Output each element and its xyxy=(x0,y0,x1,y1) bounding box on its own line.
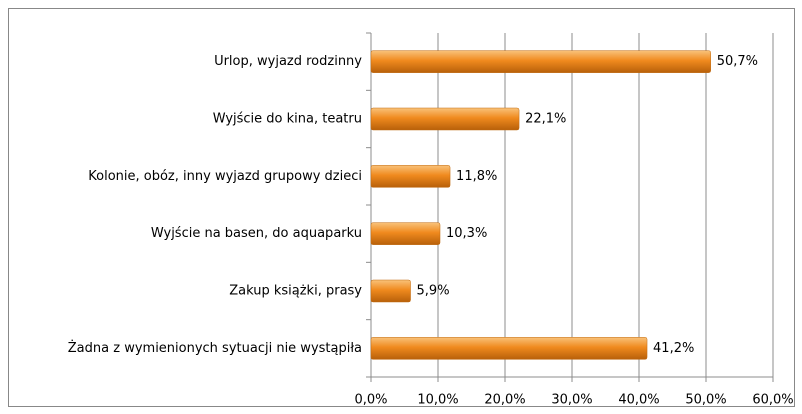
bar xyxy=(370,165,451,188)
x-tick-label: 10,0% xyxy=(417,393,458,408)
bar xyxy=(370,107,520,131)
bar xyxy=(370,222,441,245)
category-label: Urlop, wyjazd rodzinny xyxy=(214,54,362,69)
value-label: 50,7% xyxy=(717,54,758,69)
x-tick-label: 20,0% xyxy=(484,393,525,408)
value-label: 41,2% xyxy=(653,341,694,356)
value-label: 10,3% xyxy=(446,226,487,241)
category-label: Zakup książki, prasy xyxy=(229,284,362,299)
bar xyxy=(370,279,411,303)
bar xyxy=(370,337,648,360)
category-label: Kolonie, obóz, inny wyjazd grupowy dziec… xyxy=(88,169,362,184)
x-tick-label: 40,0% xyxy=(618,393,659,408)
value-label: 11,8% xyxy=(456,169,497,184)
category-label: Wyjście na basen, do aquaparku xyxy=(151,226,362,241)
value-label: 5,9% xyxy=(417,284,450,299)
x-tick-label: 0,0% xyxy=(354,393,387,408)
x-tick-label: 60,0% xyxy=(752,393,793,408)
bar xyxy=(370,50,711,73)
category-label: Wyjście do kina, teatru xyxy=(213,112,362,127)
value-label: 22,1% xyxy=(525,112,566,127)
category-label: Żadna z wymienionych sytuacji nie wystąp… xyxy=(68,340,362,356)
x-tick-label: 30,0% xyxy=(551,393,592,408)
x-tick-label: 50,0% xyxy=(685,393,726,408)
